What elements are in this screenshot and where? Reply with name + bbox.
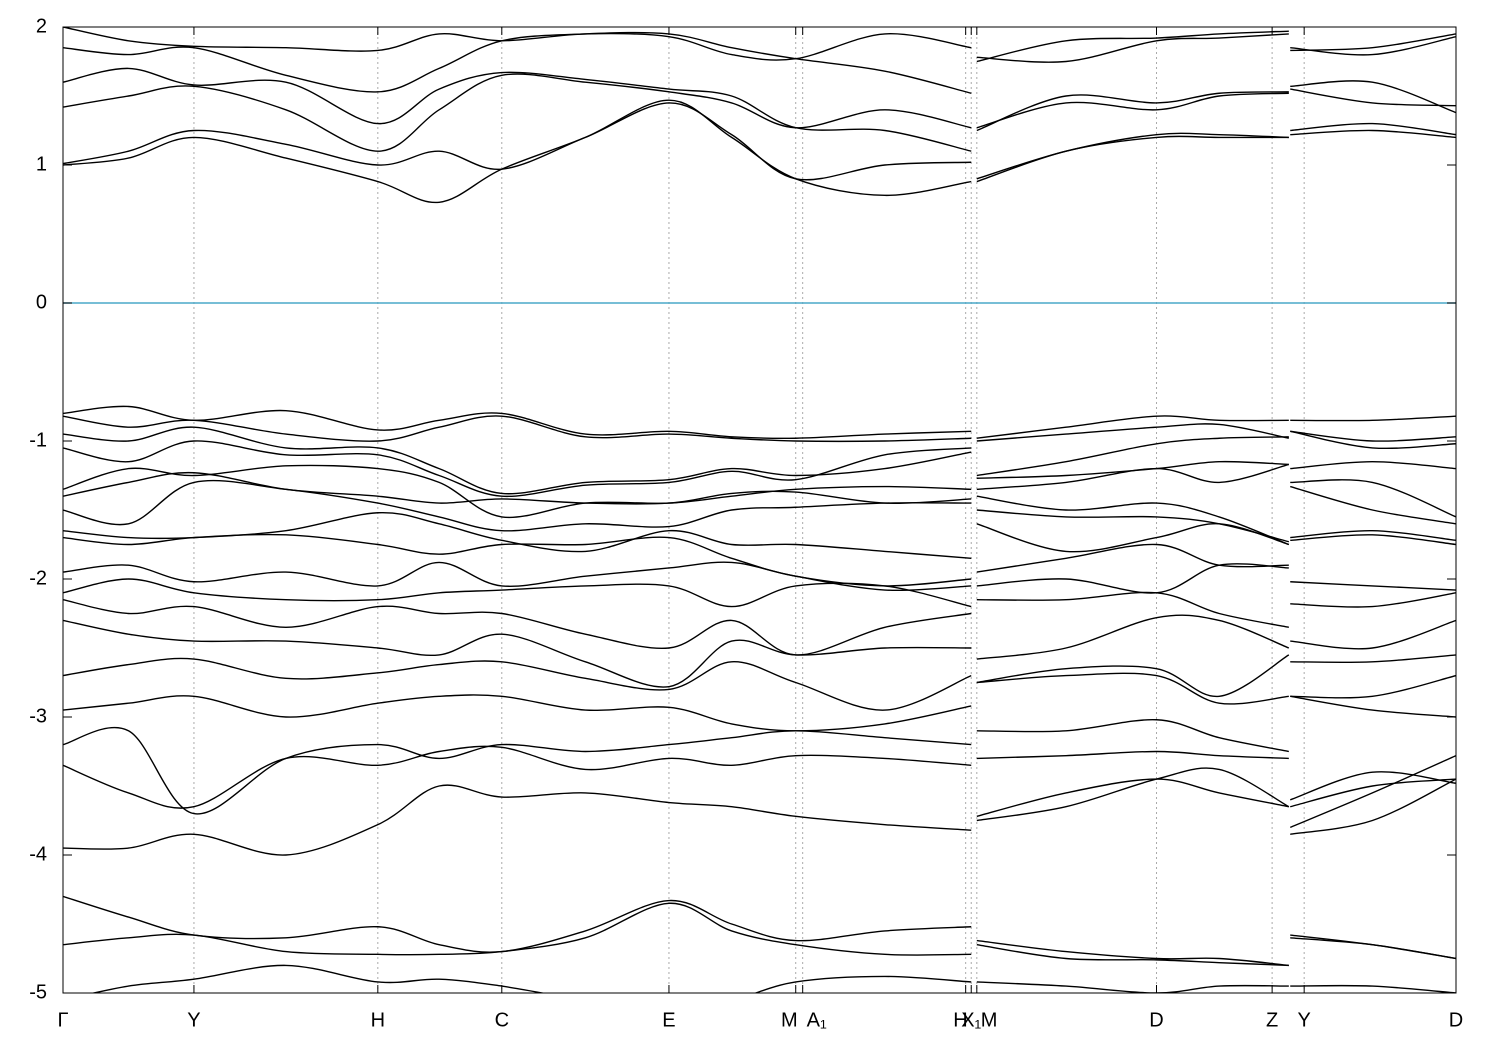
x-tick-label: M [981,1009,998,1031]
x-tick-label: D [1149,1009,1163,1031]
band-line [63,657,1456,718]
x-tick-label: A₁ [807,1009,827,1031]
x-tick-label: Γ [57,1009,68,1031]
band-line [63,102,1456,181]
band-line [63,67,1456,152]
x-tick-label: D [1449,1009,1463,1031]
x-tick-label: X₁ [961,1009,981,1031]
plot-frame [62,26,1457,994]
x-tick-label: E [662,1009,675,1031]
x-tick-label: Z [1266,1009,1278,1031]
x-tick-label: H [371,1009,385,1031]
x-tick-label: Y [1297,1009,1310,1031]
y-tick-label: -2 [29,567,47,589]
band-line [63,426,1456,495]
bands [63,27,1456,993]
band-line [63,902,1456,967]
band-line [63,463,1456,519]
y-tick-label: -1 [29,429,47,451]
x-tick-label: Y [187,1009,200,1031]
band-line [63,415,1456,443]
x-tick-label: C [495,1009,509,1031]
x-tick-label: H [953,1009,967,1031]
band-line [63,471,1456,546]
y-tick-label: 2 [36,15,47,37]
band-line [63,578,1456,650]
band-line [63,767,1456,856]
x-tick-label: M [781,1009,798,1031]
band-line [63,726,1456,829]
y-tick-label: -4 [29,843,47,865]
y-tick-label: -3 [29,705,47,727]
band-line [63,27,1456,63]
y-tick-label: 1 [36,153,47,175]
y-tick-label: 0 [36,291,47,313]
y-tick-label: -5 [29,981,47,1003]
band-line [63,619,1456,699]
